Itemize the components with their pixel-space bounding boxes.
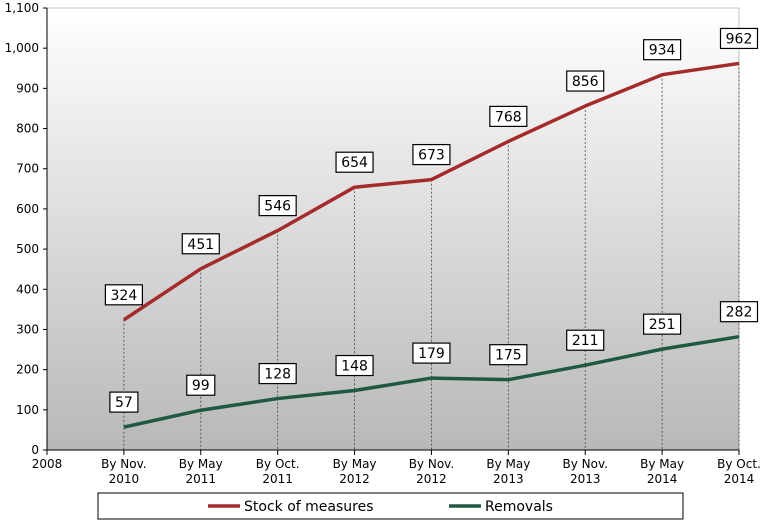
x-tick-label: 2012 bbox=[339, 472, 370, 486]
x-tick-label: By Nov. bbox=[562, 457, 607, 471]
y-tick-label: 100 bbox=[16, 403, 39, 417]
y-tick-label: 700 bbox=[16, 162, 39, 176]
legend-box bbox=[97, 492, 684, 520]
data-label: 546 bbox=[264, 199, 291, 215]
data-label-box bbox=[566, 329, 605, 351]
data-label: 148 bbox=[341, 359, 368, 375]
data-label: 175 bbox=[495, 348, 522, 364]
x-tick-label: By May bbox=[179, 457, 223, 471]
data-label: 99 bbox=[192, 378, 210, 394]
x-tick-label: By May bbox=[333, 457, 377, 471]
gridlines bbox=[123, 63, 740, 450]
data-label: 768 bbox=[495, 109, 522, 125]
data-label: 211 bbox=[572, 333, 599, 349]
axes: 0 100 200 300 400 500 600 700 800 900 1,000 1,100 20… bbox=[5, 1, 761, 486]
data-label: 654 bbox=[341, 155, 368, 171]
x-tick-label: By Nov. bbox=[101, 457, 146, 471]
data-label: 128 bbox=[264, 367, 291, 383]
data-label-box bbox=[489, 105, 528, 128]
data-label-box bbox=[643, 313, 682, 335]
data-label-box bbox=[181, 233, 220, 255]
series-layer bbox=[122, 61, 740, 429]
data-label: 179 bbox=[418, 346, 445, 362]
data-label: 673 bbox=[418, 148, 445, 164]
data-label: 282 bbox=[726, 305, 753, 321]
data-label-box bbox=[643, 39, 682, 61]
y-tick-label: 800 bbox=[16, 122, 39, 136]
data-label-box bbox=[258, 195, 297, 217]
data-label-box bbox=[186, 374, 216, 396]
series-line-removals bbox=[123, 334, 740, 429]
plot-area bbox=[46, 7, 740, 451]
legend-label-removals: Removals bbox=[485, 499, 553, 515]
data-label: 856 bbox=[572, 74, 599, 90]
x-tick-label: 2013 bbox=[493, 472, 524, 486]
y-tick-label: 0 bbox=[31, 443, 39, 457]
x-tick-label: By Oct. bbox=[717, 457, 761, 471]
series-line-stock-of-measures bbox=[122, 61, 740, 322]
y-tick-label: 300 bbox=[16, 322, 39, 336]
y-tick-label: 900 bbox=[16, 81, 39, 95]
data-label: 251 bbox=[649, 317, 676, 333]
y-tick-label: 600 bbox=[16, 202, 39, 216]
data-label: 451 bbox=[187, 237, 214, 253]
data-label-box bbox=[335, 151, 374, 173]
data-label-box bbox=[566, 70, 605, 92]
data-label: 324 bbox=[111, 288, 138, 304]
y-tick-label: 500 bbox=[16, 242, 39, 256]
data-label: 934 bbox=[649, 43, 676, 59]
x-tick-label: 2013 bbox=[570, 472, 601, 486]
x-tick-label: By May bbox=[486, 457, 530, 471]
legend: Stock of measures Removals bbox=[97, 492, 684, 520]
data-label: 962 bbox=[726, 31, 753, 47]
x-origin-label: 2008 bbox=[32, 457, 63, 471]
x-tick-label: 2011 bbox=[262, 472, 293, 486]
legend-label-stock-of-measures: Stock of measures bbox=[244, 499, 374, 515]
x-tick-label: By Oct. bbox=[256, 457, 300, 471]
data-label-box bbox=[335, 354, 374, 377]
y-tick-label: 1,000 bbox=[5, 41, 39, 55]
data-label-box bbox=[719, 27, 759, 50]
y-tick-label: 1,100 bbox=[5, 1, 39, 15]
data-label: 57 bbox=[115, 395, 133, 411]
x-tick-label: 2014 bbox=[647, 472, 678, 486]
data-labels: 324 451 546 654 673 768 856 934 962 57 99 128 148 179… bbox=[104, 27, 759, 413]
x-tick-label: 2010 bbox=[109, 472, 140, 486]
x-tick-label: By Nov. bbox=[409, 457, 454, 471]
data-label-box bbox=[412, 342, 451, 364]
data-label-box bbox=[412, 143, 451, 166]
x-tick-label: 2014 bbox=[724, 472, 755, 486]
x-tick-label: 2011 bbox=[186, 472, 217, 486]
data-label-box bbox=[258, 362, 297, 385]
data-label-box bbox=[104, 284, 143, 306]
data-label-box bbox=[489, 344, 528, 366]
y-tick-label: 200 bbox=[16, 363, 39, 377]
data-label-box bbox=[109, 391, 139, 413]
x-tick-label: 2012 bbox=[416, 472, 447, 486]
x-tick-label: By May bbox=[640, 457, 684, 471]
y-tick-label: 400 bbox=[16, 282, 39, 296]
data-label-box bbox=[719, 301, 759, 323]
